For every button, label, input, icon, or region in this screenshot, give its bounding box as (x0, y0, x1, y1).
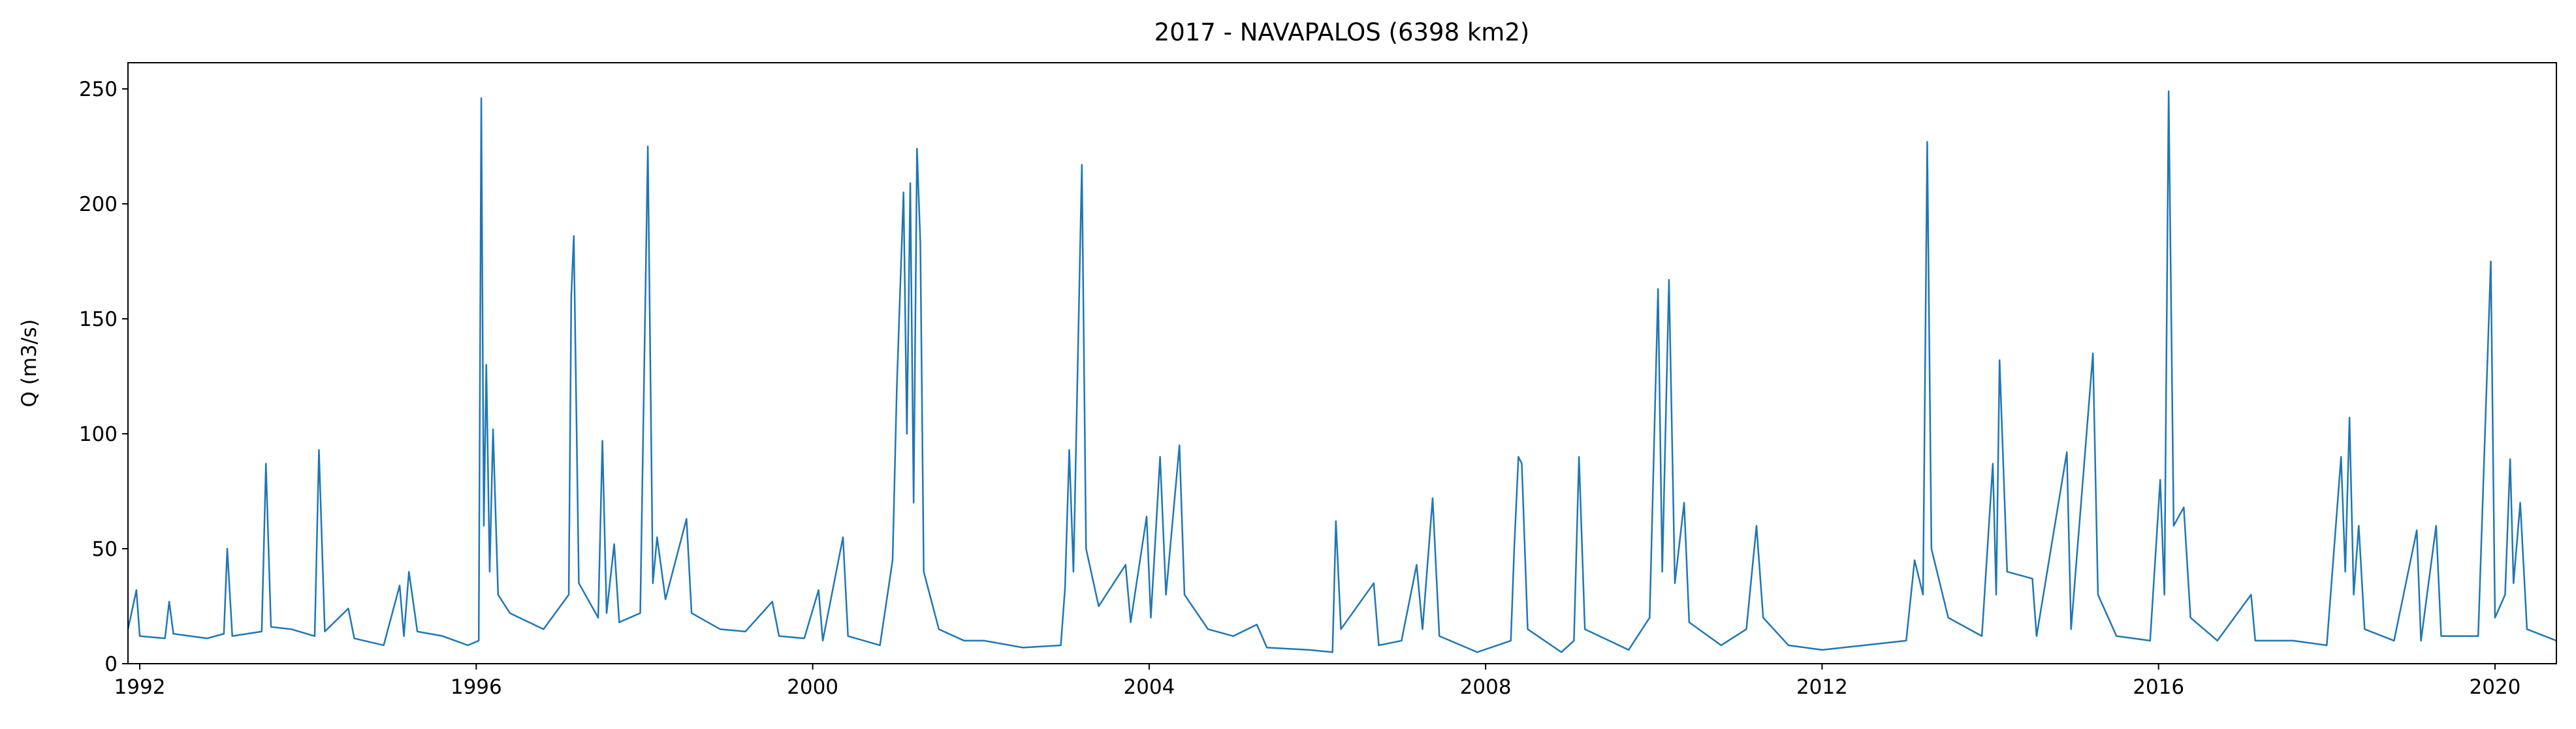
plot-frame (127, 62, 2557, 664)
y-tick-label: 250 (79, 78, 118, 101)
x-tick-label: 1992 (114, 675, 166, 699)
x-tick-label: 2012 (1796, 675, 1848, 699)
y-axis-label: Q (m3/s) (18, 319, 41, 408)
y-tick-label: 200 (79, 193, 118, 216)
y-tick-label: 50 (92, 538, 118, 561)
chart-title: 2017 - NAVAPALOS (6398 km2) (1154, 18, 1530, 46)
x-tick-label: 2020 (2470, 675, 2521, 699)
y-tick-label: 100 (79, 423, 118, 446)
x-tick-label: 2004 (1123, 675, 1175, 699)
y-tick-label: 150 (79, 308, 118, 331)
x-tick-label: 2008 (1460, 675, 1512, 699)
y-tick-label: 0 (104, 653, 118, 676)
data-line (127, 90, 2557, 653)
x-tick-label: 1996 (451, 675, 502, 699)
x-tick-label: 2000 (787, 675, 838, 699)
x-tick-label: 2016 (2133, 675, 2184, 699)
